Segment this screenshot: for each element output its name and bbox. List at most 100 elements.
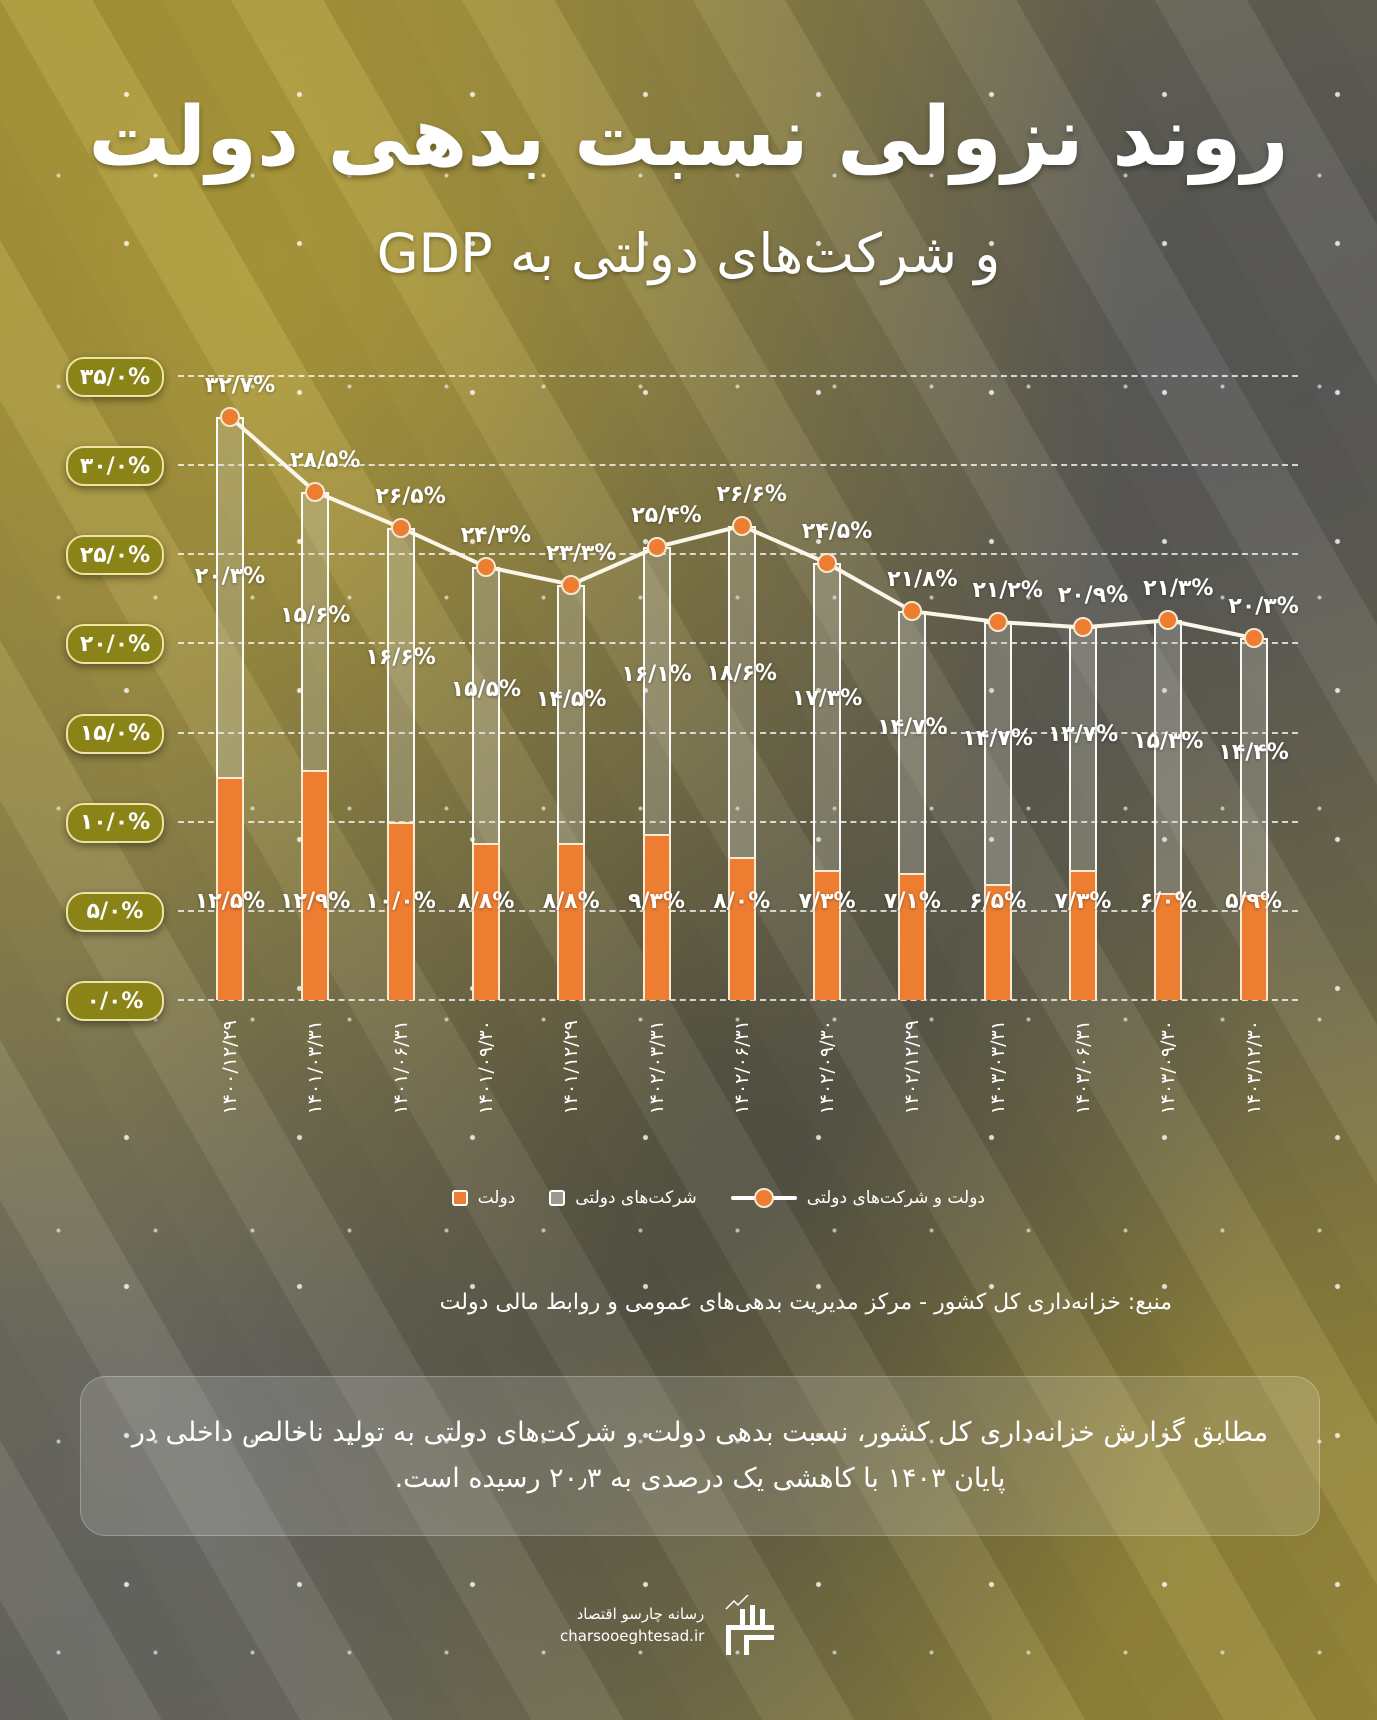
total-point-marker xyxy=(390,517,411,538)
soe-value-label: ۱۵/۵% xyxy=(450,677,522,703)
total-point-marker xyxy=(646,537,667,558)
total-value-label: ۲۱/۲% xyxy=(972,578,1043,604)
total-point-marker xyxy=(817,553,838,574)
chart-legend: دولت و شرکت‌های دولتی شرکت‌های دولتی دول… xyxy=(395,1188,985,1208)
total-value-label: ۲۸/۵% xyxy=(290,447,361,473)
summary-box: مطابق گزارش خزانه‌داری کل کشور، نسبت بده… xyxy=(80,1376,1320,1536)
gov-value-label: ۱۲/۵% xyxy=(194,889,266,915)
total-point-marker xyxy=(561,574,582,595)
y-axis-tick: ۲۰/۰% xyxy=(66,624,164,665)
total-point-marker xyxy=(902,601,923,622)
bar-gov xyxy=(471,843,500,1000)
soe-value-label: ۱۵/۶% xyxy=(280,603,351,629)
legend-label-gov: دولت xyxy=(477,1188,516,1208)
soe-value-label: ۱۸/۶% xyxy=(706,660,777,686)
soe-value-label: ۲۰/۳% xyxy=(194,564,266,590)
gridline xyxy=(178,820,1298,823)
y-axis-tick: ۵/۰% xyxy=(66,891,164,932)
total-point-marker xyxy=(987,612,1008,633)
bar-gov xyxy=(386,821,415,1000)
total-value-label: ۲۴/۵% xyxy=(801,519,873,545)
bar-gov xyxy=(557,843,586,1000)
gov-value-label: ۸/۸% xyxy=(457,889,515,915)
soe-value-label: ۱۵/۳% xyxy=(1133,729,1204,754)
legend-label-total: دولت و شرکت‌های دولتی xyxy=(806,1188,985,1208)
soe-value-label: ۱۴/۴% xyxy=(1218,739,1289,765)
bar-gov xyxy=(216,777,244,1000)
total-value-label: ۲۱/۳% xyxy=(1143,576,1214,602)
soe-value-label: ۱۴/۷% xyxy=(962,725,1033,751)
source-text: منبع: خزانه‌داری کل کشور - مرکز مدیریت ب… xyxy=(439,1290,1172,1315)
total-point-marker xyxy=(731,515,752,536)
soe-value-label: ۱۶/۱% xyxy=(621,662,692,688)
total-point-marker xyxy=(1073,617,1093,638)
brand-url[interactable]: charsooeghtesad.ir xyxy=(560,1627,705,1645)
charsoo-logo-icon xyxy=(725,1595,775,1655)
bar-gov xyxy=(983,884,1012,1000)
y-axis-tick: ۱۵/۰% xyxy=(66,713,164,754)
gov-value-label: ۷/۳% xyxy=(798,889,856,915)
total-value-label: ۲۴/۳% xyxy=(460,522,532,548)
legend-item-gov: دولت xyxy=(451,1188,516,1208)
bar-gov xyxy=(301,770,330,1000)
bar-gov xyxy=(727,857,756,1000)
gov-value-label: ۷/۳% xyxy=(1054,889,1112,915)
gridline xyxy=(178,999,1298,1001)
y-axis-tick: ۱۰/۰% xyxy=(66,802,164,843)
gray-square-icon xyxy=(549,1190,566,1206)
bar-gov xyxy=(898,873,927,1000)
gov-value-label: ۹/۳% xyxy=(628,889,685,915)
total-value-label: ۲۶/۵% xyxy=(375,483,446,509)
total-value-label: ۲۳/۳% xyxy=(546,540,617,566)
gov-value-label: ۷/۱% xyxy=(883,889,941,915)
total-value-label: ۲۰/۳% xyxy=(1228,594,1299,620)
bar-gov xyxy=(1239,894,1268,1000)
y-axis-tick: ۰/۰% xyxy=(66,981,164,1021)
total-point-marker xyxy=(1158,610,1179,631)
total-point-marker xyxy=(1243,628,1264,649)
bar-gov xyxy=(1069,869,1097,1000)
total-point-marker xyxy=(220,407,240,427)
orange-square-icon xyxy=(451,1190,468,1206)
total-value-label: ۲۶/۶% xyxy=(716,481,787,507)
gov-value-label: ۱۲/۹% xyxy=(280,889,351,915)
brand-text: رسانه چارسو اقتصاد charsooeghtesad.ir xyxy=(560,1603,704,1647)
soe-value-label: ۱۴/۵% xyxy=(536,686,607,712)
gov-value-label: ۶/۵% xyxy=(969,889,1027,915)
page-subtitle: و شرکت‌های دولتی به GDP xyxy=(376,222,1001,285)
line-marker-icon xyxy=(730,1188,797,1208)
total-point-marker xyxy=(305,481,326,502)
gridline xyxy=(178,642,1298,645)
legend-item-soe: شرکت‌های دولتی xyxy=(549,1188,697,1208)
gov-value-label: ۵/۹% xyxy=(1225,889,1283,915)
total-value-label: ۳۲/۷% xyxy=(204,373,276,398)
bar-gov xyxy=(1154,893,1183,1000)
total-point-marker xyxy=(475,556,496,577)
soe-value-label: ۱۶/۶% xyxy=(365,644,436,670)
legend-label-soe: شرکت‌های دولتی xyxy=(575,1188,697,1208)
soe-value-label: ۱۴/۷% xyxy=(877,715,948,741)
total-value-label: ۲۰/۹% xyxy=(1057,583,1129,609)
gov-value-label: ۱۰/۰% xyxy=(365,889,436,915)
y-axis-tick: ۳۵/۰% xyxy=(66,357,164,397)
soe-value-label: ۱۳/۷% xyxy=(1047,721,1119,747)
total-value-label: ۲۱/۸% xyxy=(887,567,958,593)
bar-gov xyxy=(813,869,842,1000)
gridline xyxy=(178,553,1298,556)
page-title: روند نزولی نسبت بدهی دولت xyxy=(88,90,1290,185)
total-value-label: ۲۵/۴% xyxy=(631,503,702,529)
brand-name: رسانه چارسو اقتصاد xyxy=(576,1605,705,1623)
y-axis-tick: ۲۵/۰% xyxy=(66,535,164,576)
bar-gov xyxy=(642,834,671,1000)
gridline xyxy=(178,375,1298,377)
footer-brand[interactable]: رسانه چارسو اقتصاد charsooeghtesad.ir xyxy=(560,1590,830,1660)
gridline xyxy=(178,464,1298,467)
y-axis-tick: ۳۰/۰% xyxy=(66,446,164,487)
gov-value-label: ۸/۰% xyxy=(713,889,771,915)
gov-value-label: ۶/۰% xyxy=(1139,889,1197,915)
soe-value-label: ۱۷/۳% xyxy=(791,686,863,712)
summary-text: مطابق گزارش خزانه‌داری کل کشور، نسبت بده… xyxy=(131,1417,1269,1494)
gov-value-label: ۸/۸% xyxy=(542,889,600,915)
gridline xyxy=(178,731,1298,734)
